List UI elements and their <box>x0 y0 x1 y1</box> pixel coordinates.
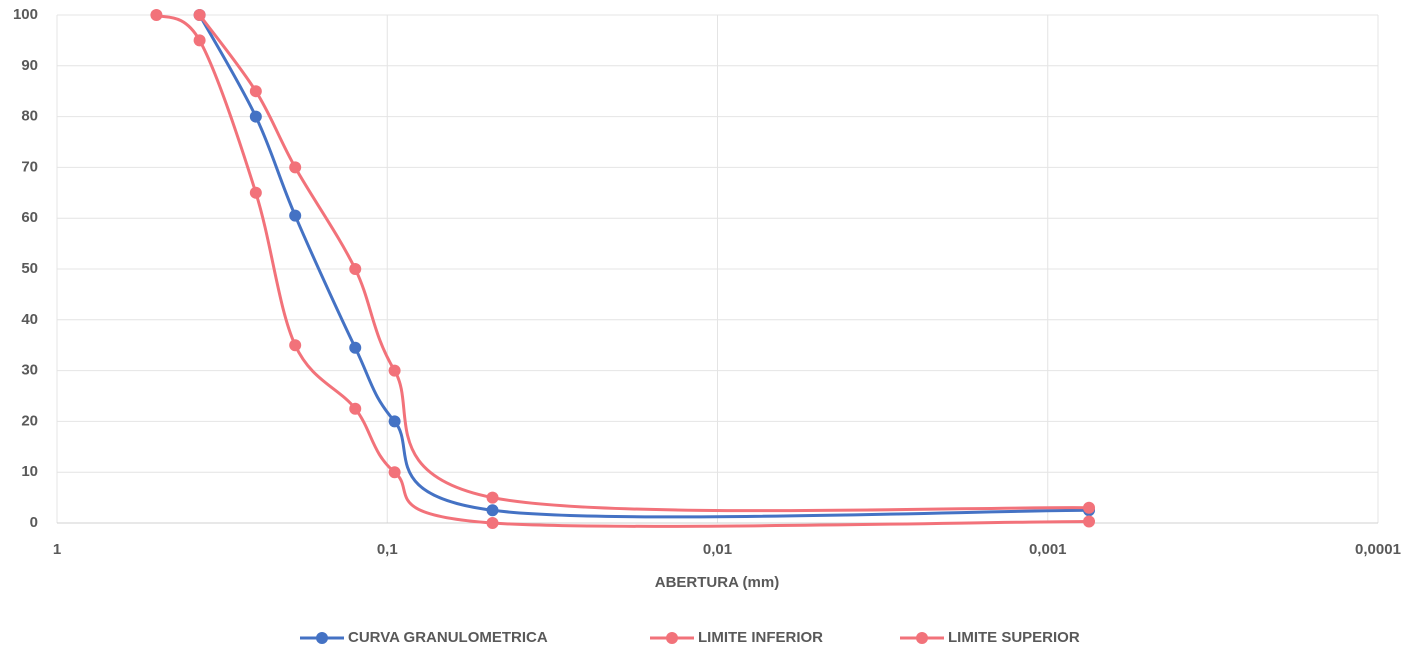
y-tick-label: 0 <box>30 514 38 531</box>
marker <box>289 161 302 174</box>
marker <box>388 364 401 377</box>
marker <box>349 263 362 275</box>
y-tick-label: 100 <box>13 6 38 23</box>
marker <box>486 517 499 529</box>
series-line <box>198 14 1090 513</box>
x-tick-label: 0,01 <box>703 541 732 558</box>
y-tick-label: 70 <box>21 158 38 175</box>
legend-swatch <box>916 632 928 644</box>
y-tick-label: 10 <box>21 463 38 480</box>
y-tick-label: 60 <box>21 209 38 226</box>
marker <box>249 85 262 98</box>
y-tick-label: 40 <box>21 311 38 328</box>
legend-label: CURVA GRANULOMETRICA <box>348 629 548 646</box>
marker <box>388 466 401 479</box>
marker <box>193 34 206 47</box>
marker <box>388 415 401 428</box>
marker <box>486 504 499 517</box>
y-tick-label: 80 <box>21 108 38 125</box>
marker <box>150 9 163 21</box>
marker <box>486 491 499 504</box>
x-tick-label: 0,0001 <box>1355 541 1401 558</box>
y-tick-label: 20 <box>21 412 38 429</box>
x-axis-label: ABERTURA (mm) <box>655 574 779 591</box>
marker <box>249 110 262 123</box>
marker <box>1083 501 1096 514</box>
marker <box>249 186 262 199</box>
marker <box>289 209 302 222</box>
marker <box>193 9 206 21</box>
marker <box>349 341 362 354</box>
x-tick-label: 1 <box>53 541 61 558</box>
y-tick-label: 50 <box>21 260 38 277</box>
y-tick-label: 90 <box>21 57 38 74</box>
marker <box>1083 515 1096 528</box>
marker <box>289 339 302 352</box>
x-tick-label: 0,1 <box>377 541 398 558</box>
x-tick-label: 0,001 <box>1029 541 1067 558</box>
legend-label: LIMITE SUPERIOR <box>948 629 1080 646</box>
legend-swatch <box>666 632 678 644</box>
series-line <box>198 14 1090 519</box>
y-tick-label: 30 <box>21 362 38 379</box>
legend-swatch <box>316 632 328 644</box>
legend-label: LIMITE INFERIOR <box>698 629 823 646</box>
series-line <box>155 13 1090 528</box>
marker <box>349 402 362 415</box>
